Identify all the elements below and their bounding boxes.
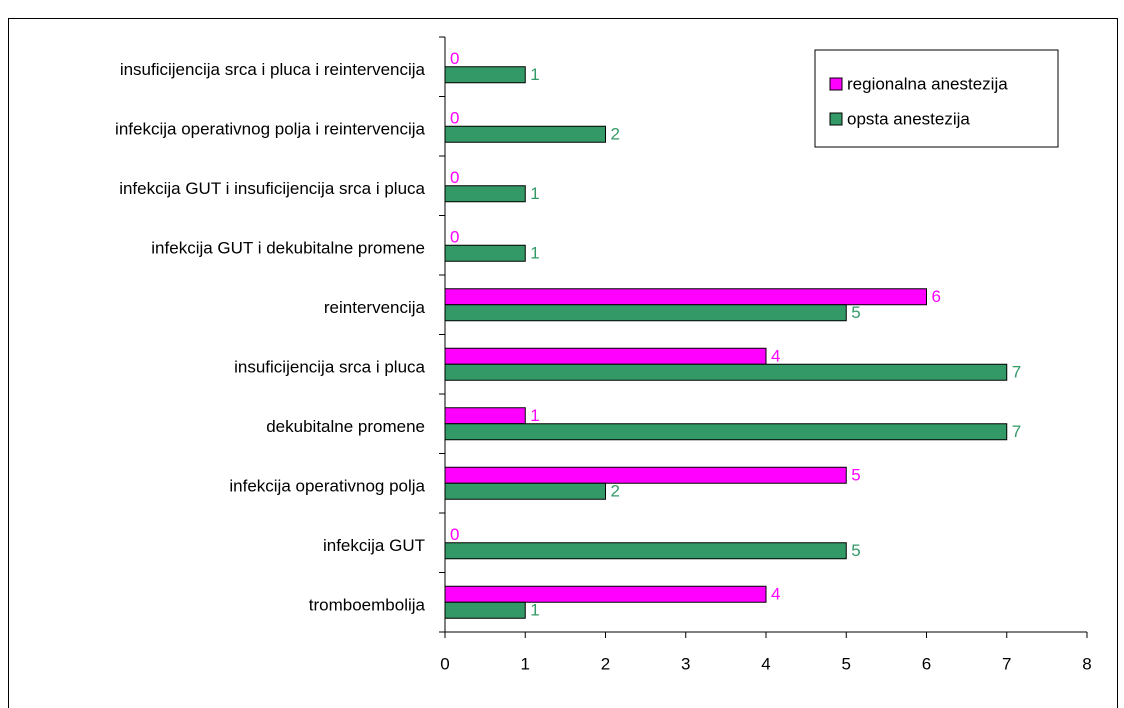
- value-label: 5: [851, 541, 860, 560]
- value-label: 0: [450, 49, 459, 68]
- y-tick-label: infekcija GUT i insuficijencija srca i p…: [119, 179, 425, 198]
- legend-swatch: [829, 77, 843, 91]
- value-label: 1: [530, 244, 539, 263]
- value-label: 1: [530, 184, 539, 203]
- bar: [444, 363, 1008, 381]
- x-tick-label: 8: [1082, 654, 1091, 673]
- y-tick-label: infekcija GUT i dekubitalne promene: [151, 239, 425, 258]
- y-tick-label: reintervencija: [324, 298, 426, 317]
- value-label: 5: [851, 466, 860, 485]
- value-label: 6: [932, 287, 941, 306]
- bar: [444, 585, 767, 603]
- bar: [444, 185, 526, 203]
- value-label: 5: [851, 303, 860, 322]
- x-tick-label: 6: [922, 654, 931, 673]
- y-tick-label: insuficijencija srca i pluca i reinterve…: [120, 60, 426, 79]
- bar: [444, 304, 847, 322]
- value-label: 0: [450, 525, 459, 544]
- bar: [444, 482, 606, 500]
- y-tick-label: insuficijencija srca i pluca: [234, 358, 425, 377]
- bar: [444, 542, 847, 560]
- x-tick-label: 1: [521, 654, 530, 673]
- y-tick-label: infekcija operativnog polja: [229, 477, 425, 496]
- x-tick-label: 7: [1002, 654, 1011, 673]
- bar: [444, 407, 526, 425]
- value-label: 1: [530, 601, 539, 620]
- y-tick-label: tromboembolija: [309, 596, 426, 615]
- x-tick-label: 5: [842, 654, 851, 673]
- x-tick-label: 4: [761, 654, 770, 673]
- bar: [444, 244, 526, 262]
- y-tick-label: infekcija operativnog polja i reinterven…: [115, 120, 425, 139]
- value-label: 0: [450, 109, 459, 128]
- value-label: 2: [611, 482, 620, 501]
- value-label: 0: [450, 168, 459, 187]
- value-label: 2: [611, 125, 620, 144]
- x-tick-label: 0: [440, 654, 449, 673]
- legend-label: regionalna anestezija: [847, 74, 1008, 93]
- x-tick-label: 2: [601, 654, 610, 673]
- value-label: 7: [1012, 363, 1021, 382]
- value-label: 4: [771, 585, 780, 604]
- bar: [444, 466, 847, 484]
- bar: [444, 125, 606, 143]
- y-tick-label: infekcija GUT: [323, 536, 425, 555]
- value-label: 1: [530, 406, 539, 425]
- y-tick-label: dekubitalne promene: [266, 417, 425, 436]
- bar: [444, 423, 1008, 441]
- value-label: 1: [530, 65, 539, 84]
- legend-box: [814, 49, 1059, 148]
- bar: [444, 347, 767, 365]
- x-tick-label: 3: [681, 654, 690, 673]
- legend-swatch: [829, 112, 843, 126]
- legend-label: opsta anestezija: [847, 109, 970, 128]
- value-label: 7: [1012, 422, 1021, 441]
- bar: [444, 66, 526, 84]
- bar: [444, 601, 526, 619]
- value-label: 0: [450, 228, 459, 247]
- value-label: 4: [771, 347, 780, 366]
